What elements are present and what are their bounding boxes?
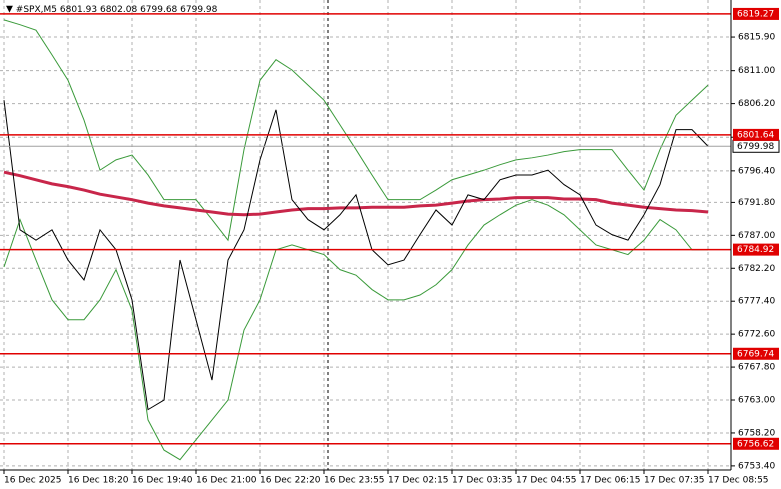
plot — [0, 13, 731, 461]
header: ▼ #SPX,M5 6801.93 6802.08 6799.68 6799.9… — [6, 5, 218, 15]
level-box — [733, 347, 779, 360]
x-tick-label: 16 Dec 19:40 — [132, 476, 193, 486]
level-label: 6784.92 — [737, 245, 774, 255]
y-tick-label: 6787.00 — [738, 231, 775, 241]
x-tick-label: 17 Dec 06:15 — [580, 476, 641, 486]
y-tick-label: 6767.80 — [738, 363, 775, 373]
y-tick-label: 6806.20 — [738, 99, 775, 109]
y-tick-label: 6815.90 — [738, 33, 775, 43]
level-label: 6819.27 — [737, 9, 774, 19]
level-box — [733, 128, 779, 141]
level-label: 6801.64 — [737, 130, 774, 140]
x-tick-label: 17 Dec 02:15 — [388, 476, 449, 486]
price-line — [3, 19, 709, 242]
x-tick-label: 16 Dec 2025 — [4, 476, 62, 486]
price-line — [3, 199, 708, 461]
current-price-label: 6799.98 — [737, 142, 774, 152]
axes: 6815.906811.006806.206801.306796.406791.… — [3, 7, 780, 486]
y-tick-label: 6763.00 — [738, 396, 775, 406]
level-label: 6756.62 — [737, 439, 774, 449]
level-box — [733, 243, 779, 256]
x-tick-label: 16 Dec 22:20 — [260, 476, 321, 486]
y-tick-label: 6777.40 — [738, 297, 775, 307]
open: 6801.93 — [60, 5, 97, 15]
level-label: 6769.74 — [737, 349, 774, 359]
high: 6802.08 — [100, 5, 137, 15]
x-tick-label: 17 Dec 04:55 — [516, 476, 577, 486]
y-tick-label: 6811.00 — [738, 66, 775, 76]
y-tick-label: 6772.60 — [738, 330, 775, 340]
x-tick-label: 16 Dec 18:20 — [68, 476, 129, 486]
low: 6799.68 — [140, 5, 177, 15]
x-tick-label: 17 Dec 07:35 — [644, 476, 705, 486]
close: 6799.98 — [180, 5, 217, 15]
y-tick-label: 6791.80 — [738, 198, 775, 208]
y-tick-label: 6753.40 — [738, 461, 775, 471]
y-tick-label: 6758.20 — [738, 428, 775, 438]
y-tick-label: 6782.20 — [738, 264, 775, 274]
x-tick-label: 17 Dec 08:55 — [708, 476, 769, 486]
y-tick-label: 6796.40 — [738, 166, 775, 176]
x-tick-label: 16 Dec 23:55 — [324, 476, 385, 486]
price-line — [3, 170, 709, 217]
grid — [0, 0, 731, 470]
x-tick-label: 16 Dec 21:00 — [196, 476, 257, 486]
price-line — [3, 100, 709, 411]
x-tick-label: 17 Dec 03:35 — [452, 476, 513, 486]
level-box — [733, 437, 779, 450]
level-box — [733, 7, 779, 20]
symbol: #SPX,M5 — [16, 5, 57, 15]
